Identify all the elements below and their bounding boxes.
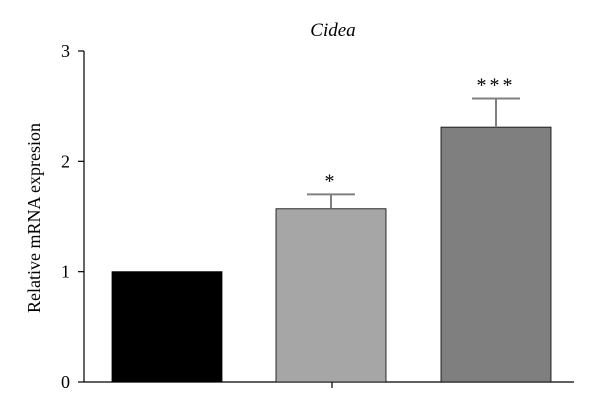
- bar: [275, 208, 387, 383]
- y-tick-label: 0: [61, 372, 70, 392]
- significance-labels: ****: [325, 74, 516, 192]
- bar: [111, 271, 223, 383]
- chart-title: Cidea: [310, 20, 355, 41]
- significance-label: *: [325, 170, 338, 192]
- bars: [111, 126, 552, 383]
- y-tick-label: 1: [61, 262, 70, 282]
- y-axis-label: Relative mRNA expresion: [24, 123, 44, 313]
- error-bars: [307, 97, 520, 209]
- y-axis: 0 1 2 3: [61, 41, 85, 392]
- x-axis: [84, 381, 574, 388]
- significance-label: ***: [477, 74, 516, 96]
- bar: [440, 126, 552, 383]
- y-tick-label: 2: [61, 151, 70, 171]
- y-tick-label: 3: [61, 41, 70, 61]
